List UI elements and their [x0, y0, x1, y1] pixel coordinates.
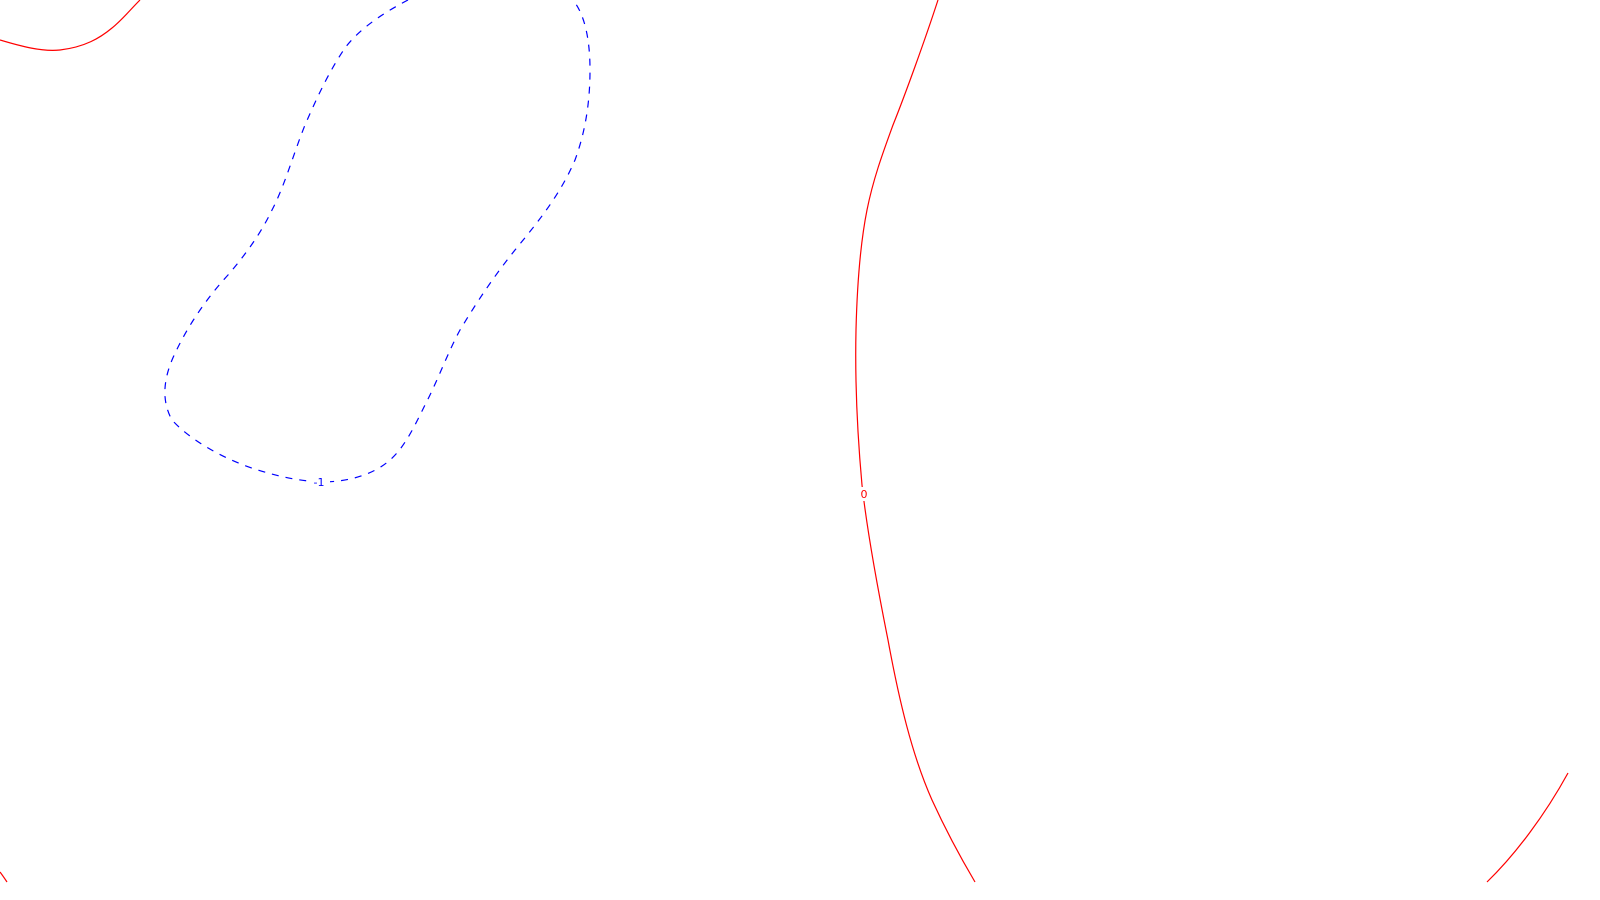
contour-line-zero-topleft	[0, 0, 141, 51]
contour-label-zero: 0	[861, 488, 868, 501]
contour-line-zero-bottomleft	[0, 871, 8, 883]
contour-line-zero-bottomright	[1486, 772, 1569, 883]
contour-label-background-zero	[858, 487, 870, 501]
contour-label-neg1: -1	[314, 476, 325, 489]
contour-line-neg1	[164, 0, 591, 483]
contour-line-zero-center	[855, 0, 976, 883]
contour-label-background-neg1	[308, 475, 330, 489]
